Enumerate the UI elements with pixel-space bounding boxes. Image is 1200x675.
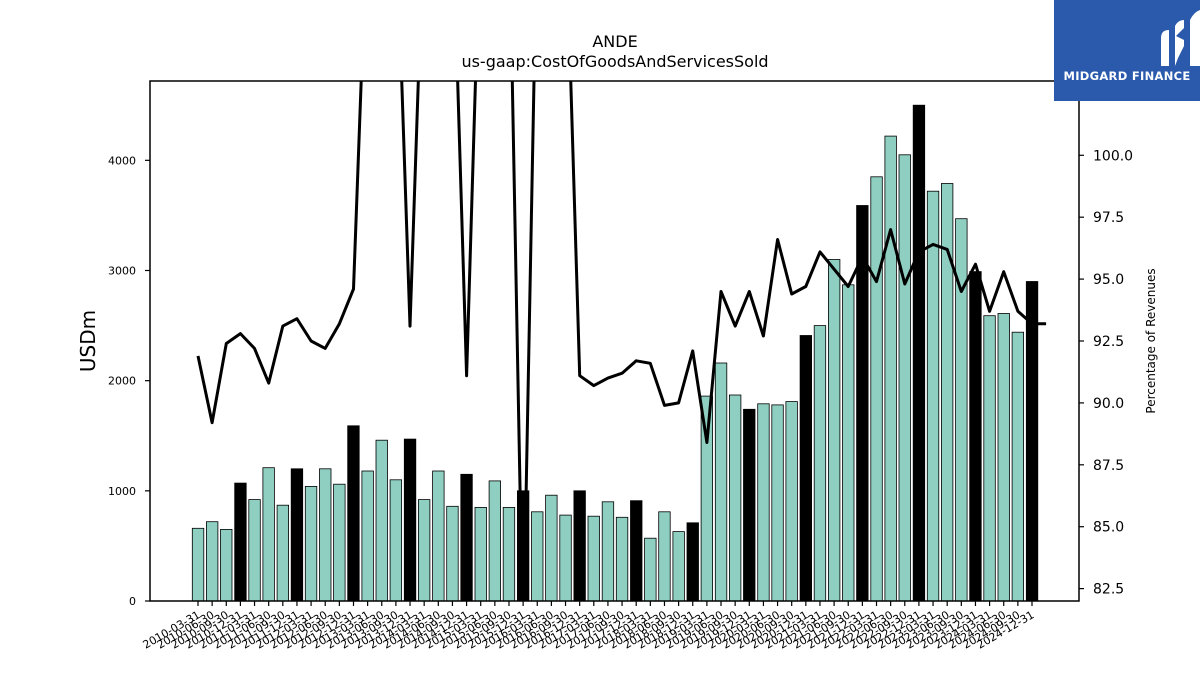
bar-2021-03-31 (813, 325, 827, 602)
bar-2014-12-31 (460, 473, 473, 602)
y-tick-label: 3000 (108, 264, 136, 277)
bar-2021-09-30 (842, 284, 855, 602)
bar-2019-03-31 (700, 395, 713, 602)
logo-text: MIDGARD FINANCE (1063, 69, 1191, 83)
bar-2022-12-31 (912, 104, 926, 602)
bar-2011-12-31 (290, 468, 304, 602)
brand-logo: MIDGARD FINANCE (1054, 0, 1200, 101)
bar-2020-03-31 (757, 403, 770, 602)
y-tick-label: 4000 (108, 154, 136, 167)
bar-2017-06-30 (601, 501, 615, 602)
bar-2023-03-31 (926, 190, 940, 602)
bar-series (191, 104, 1039, 602)
y2-tick-label: 82.5 (1093, 582, 1124, 598)
bar-2016-06-30 (545, 494, 558, 602)
chart-subtitle: us-gaap:CostOfGoodsAndServicesSold (461, 52, 769, 71)
bar-2013-06-30 (375, 439, 388, 602)
y2-tick-label: 92.5 (1093, 334, 1124, 350)
bar-2020-06-30 (771, 404, 784, 602)
bar-2016-03-31 (531, 511, 544, 602)
bar-2012-12-31 (347, 425, 360, 602)
bar-2022-09-30 (898, 154, 911, 602)
bar-2012-09-30 (333, 483, 346, 602)
bar-2016-12-31 (573, 490, 586, 602)
bar-2010-09-30 (220, 529, 233, 602)
bar-2014-06-30 (432, 470, 445, 602)
x-axis: 2010-03-312010-06-302010-09-302010-12-31… (141, 601, 1037, 652)
bar-2017-09-30 (615, 516, 629, 602)
bar-2022-03-31 (870, 176, 883, 602)
bar-2024-03-31 (983, 315, 996, 602)
bar-2023-06-30 (941, 183, 954, 602)
y2-tick-label: 97.5 (1093, 210, 1124, 226)
bar-2013-09-30 (389, 479, 403, 602)
logo-mark-icon (1161, 10, 1200, 66)
y-tick-label: 0 (129, 595, 136, 608)
bar-2010-12-31 (234, 482, 247, 602)
bar-2024-06-30 (997, 313, 1010, 602)
y-axis-label: USDm (76, 310, 100, 372)
bar-2016-09-30 (559, 514, 572, 602)
bar-2024-09-30 (1011, 331, 1024, 602)
y-tick-label: 2000 (108, 375, 136, 388)
left-axis: 0 1000 2000 3000 4000 (108, 154, 150, 608)
bar-2017-12-31 (630, 500, 643, 602)
bar-2020-12-31 (799, 335, 812, 602)
bar-2013-12-31 (403, 438, 417, 602)
bar-2022-06-30 (884, 135, 897, 602)
right-axis: 82.5 85.0 87.5 90.0 92.5 95.0 97.5 100.0 (1079, 148, 1133, 598)
bar-2014-03-31 (417, 499, 431, 602)
y2-axis-label: Percentage of Revenues (1144, 268, 1158, 413)
bar-2018-03-31 (644, 537, 657, 602)
bar-2017-03-31 (587, 515, 600, 602)
bar-2010-03-31 (191, 527, 205, 602)
bar-2021-06-30 (828, 259, 841, 602)
bar-2018-09-30 (672, 531, 685, 602)
bar-2015-09-30 (502, 506, 516, 602)
bar-2013-03-31 (361, 470, 374, 602)
bar-2015-06-30 (488, 480, 502, 602)
bar-2019-06-30 (714, 362, 728, 602)
y2-tick-label: 90.0 (1093, 396, 1124, 412)
bar-2015-03-31 (474, 506, 487, 602)
bar-2023-12-31 (969, 271, 982, 602)
y2-tick-label: 100.0 (1093, 148, 1133, 164)
bar-2011-03-31 (248, 499, 261, 602)
bar-2020-09-30 (785, 401, 798, 602)
line-series (196, 81, 1047, 601)
y2-tick-label: 87.5 (1093, 458, 1124, 474)
bar-2014-09-30 (446, 505, 459, 602)
bar-2019-12-31 (743, 408, 756, 602)
bar-2018-12-31 (686, 522, 699, 602)
chart-title: ANDE (592, 32, 638, 51)
bar-2011-09-30 (276, 504, 290, 602)
plot-frame (149, 80, 1080, 602)
bar-2010-06-30 (205, 521, 219, 602)
y-tick-label: 1000 (108, 485, 136, 498)
bar-2018-06-30 (658, 511, 671, 602)
y2-tick-label: 85.0 (1093, 520, 1124, 536)
y2-tick-label: 95.0 (1093, 272, 1124, 288)
bar-2012-06-30 (319, 468, 332, 602)
bar-2012-03-31 (304, 485, 318, 602)
percentage-line (196, 81, 1047, 601)
bar-2011-06-30 (262, 467, 275, 602)
bar-2019-09-30 (729, 394, 742, 602)
bar-2024-12-31 (1025, 281, 1039, 602)
